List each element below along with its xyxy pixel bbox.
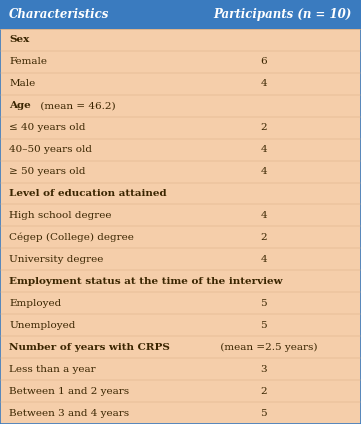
Text: Characteristics: Characteristics (9, 8, 109, 21)
Text: 4: 4 (260, 211, 267, 220)
Text: Employed: Employed (9, 299, 61, 308)
Bar (0, 0, 361, 29)
Text: ≤ 40 years old: ≤ 40 years old (9, 123, 86, 132)
Text: 4: 4 (260, 255, 267, 264)
Text: ≥ 50 years old: ≥ 50 years old (9, 167, 86, 176)
Text: 4: 4 (260, 145, 267, 154)
Text: Number of years with CRPS: Number of years with CRPS (9, 343, 170, 351)
Text: 4: 4 (260, 167, 267, 176)
Text: 5: 5 (260, 299, 267, 308)
Text: 2: 2 (260, 233, 267, 242)
Text: (mean = 46.2): (mean = 46.2) (37, 101, 116, 110)
Text: Sex: Sex (9, 35, 29, 45)
Text: Female: Female (9, 57, 47, 66)
Text: Cégep (College) degree: Cégep (College) degree (9, 233, 134, 242)
Text: 5: 5 (260, 321, 267, 330)
Text: 2: 2 (260, 387, 267, 396)
Text: (mean =2.5 years): (mean =2.5 years) (217, 343, 317, 352)
Text: Level of education attained: Level of education attained (9, 189, 167, 198)
Text: Unemployed: Unemployed (9, 321, 75, 330)
Text: 4: 4 (260, 79, 267, 88)
Text: 40–50 years old: 40–50 years old (9, 145, 92, 154)
Text: High school degree: High school degree (9, 211, 112, 220)
Text: Less than a year: Less than a year (9, 365, 96, 374)
Text: Employment status at the time of the interview: Employment status at the time of the int… (9, 277, 283, 286)
Text: Participants (n = 10): Participants (n = 10) (214, 8, 352, 21)
Text: 6: 6 (260, 57, 267, 66)
Text: 3: 3 (260, 365, 267, 374)
Text: Male: Male (9, 79, 35, 88)
Text: 5: 5 (260, 408, 267, 418)
Text: 2: 2 (260, 123, 267, 132)
Text: University degree: University degree (9, 255, 103, 264)
Text: Between 1 and 2 years: Between 1 and 2 years (9, 387, 129, 396)
Text: Age: Age (9, 101, 31, 110)
Text: Between 3 and 4 years: Between 3 and 4 years (9, 408, 129, 418)
